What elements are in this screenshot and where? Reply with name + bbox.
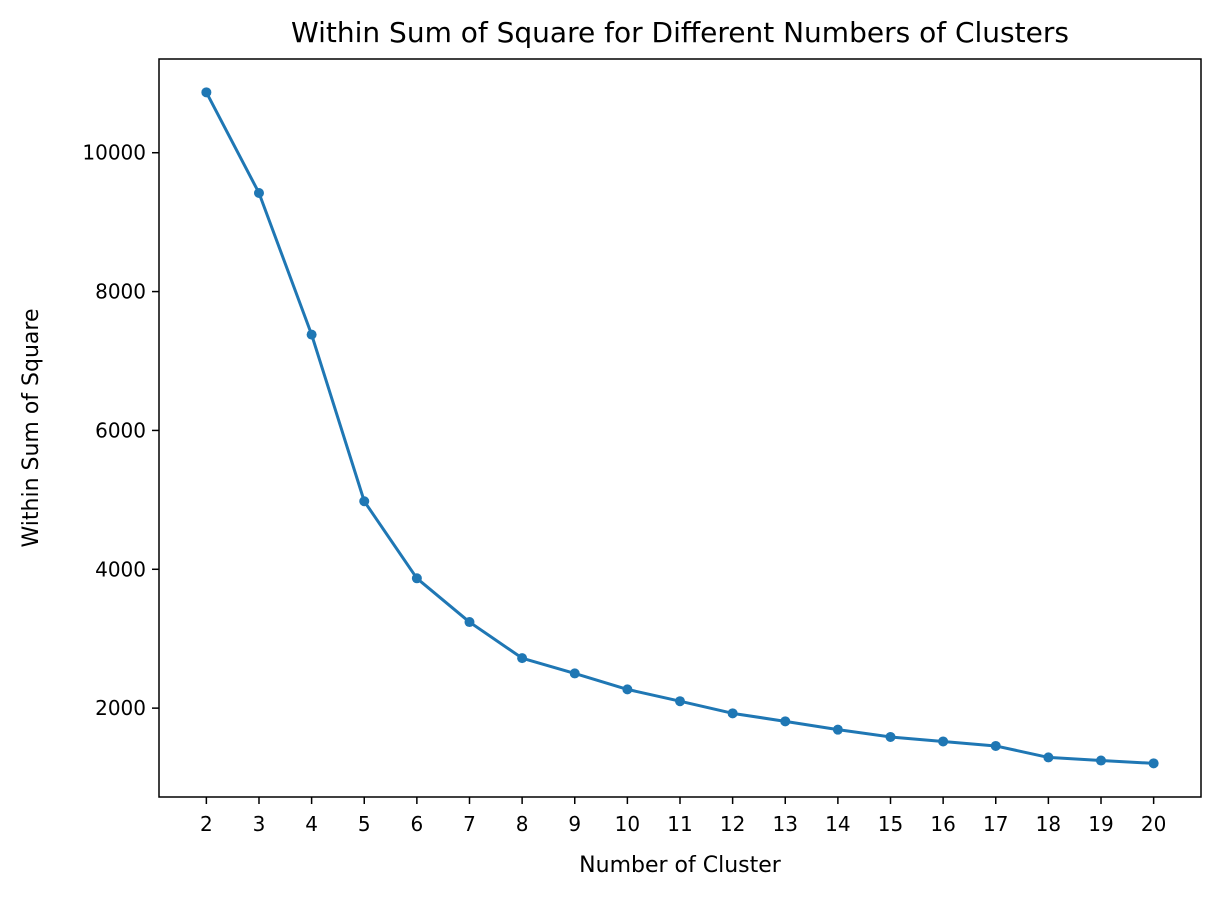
x-tick-label: 10 — [615, 812, 640, 836]
plot-frame — [158, 58, 1202, 798]
data-point — [727, 708, 738, 719]
data-point — [464, 617, 475, 628]
data-point — [253, 187, 264, 198]
data-point — [1043, 752, 1054, 763]
y-axis-ticks: 2000 4000 6000 8000 10000 — [82, 141, 159, 720]
y-tick-label: 2000 — [95, 696, 146, 720]
x-tick-label: 5 — [358, 812, 371, 836]
data-point — [832, 724, 843, 735]
x-tick-label: 20 — [1141, 812, 1166, 836]
x-tick-label: 2 — [200, 812, 213, 836]
chart-title: Within Sum of Square for Different Numbe… — [291, 16, 1069, 49]
x-tick-label: 6 — [411, 812, 424, 836]
x-tick-label: 18 — [1036, 812, 1061, 836]
y-tick-label: 10000 — [82, 141, 146, 165]
x-tick-label: 17 — [983, 812, 1008, 836]
x-axis-ticks: 2 3 4 5 6 7 8 9 10 11 12 13 14 15 16 17 18 19 20 — [200, 797, 1166, 836]
data-point — [517, 653, 528, 664]
x-tick-label: 4 — [305, 812, 318, 836]
data-point — [780, 716, 791, 727]
x-axis-label: Number of Cluster — [579, 853, 782, 878]
x-tick-label: 9 — [568, 812, 581, 836]
data-point — [622, 684, 633, 695]
x-tick-label: 19 — [1088, 812, 1113, 836]
data-point — [359, 496, 370, 507]
x-tick-label: 16 — [930, 812, 955, 836]
data-point — [1148, 758, 1159, 769]
x-tick-label: 15 — [878, 812, 903, 836]
data-point — [885, 731, 896, 742]
y-tick-label: 8000 — [95, 280, 146, 304]
y-axis-label: Within Sum of Square — [19, 309, 44, 548]
x-tick-label: 8 — [516, 812, 529, 836]
series-layer — [201, 87, 1159, 769]
data-point — [569, 668, 580, 679]
x-tick-label: 3 — [253, 812, 266, 836]
data-point — [1096, 755, 1107, 766]
y-tick-label: 4000 — [95, 557, 146, 581]
x-tick-label: 7 — [463, 812, 476, 836]
x-tick-label: 11 — [667, 812, 692, 836]
data-point — [201, 87, 212, 98]
x-tick-label: 12 — [720, 812, 745, 836]
data-point — [938, 736, 949, 747]
data-point — [990, 740, 1001, 751]
x-tick-label: 14 — [825, 812, 850, 836]
x-tick-label: 13 — [773, 812, 798, 836]
data-point — [411, 573, 422, 584]
data-point — [675, 696, 685, 707]
data-point — [306, 329, 317, 340]
y-tick-label: 6000 — [95, 418, 146, 442]
